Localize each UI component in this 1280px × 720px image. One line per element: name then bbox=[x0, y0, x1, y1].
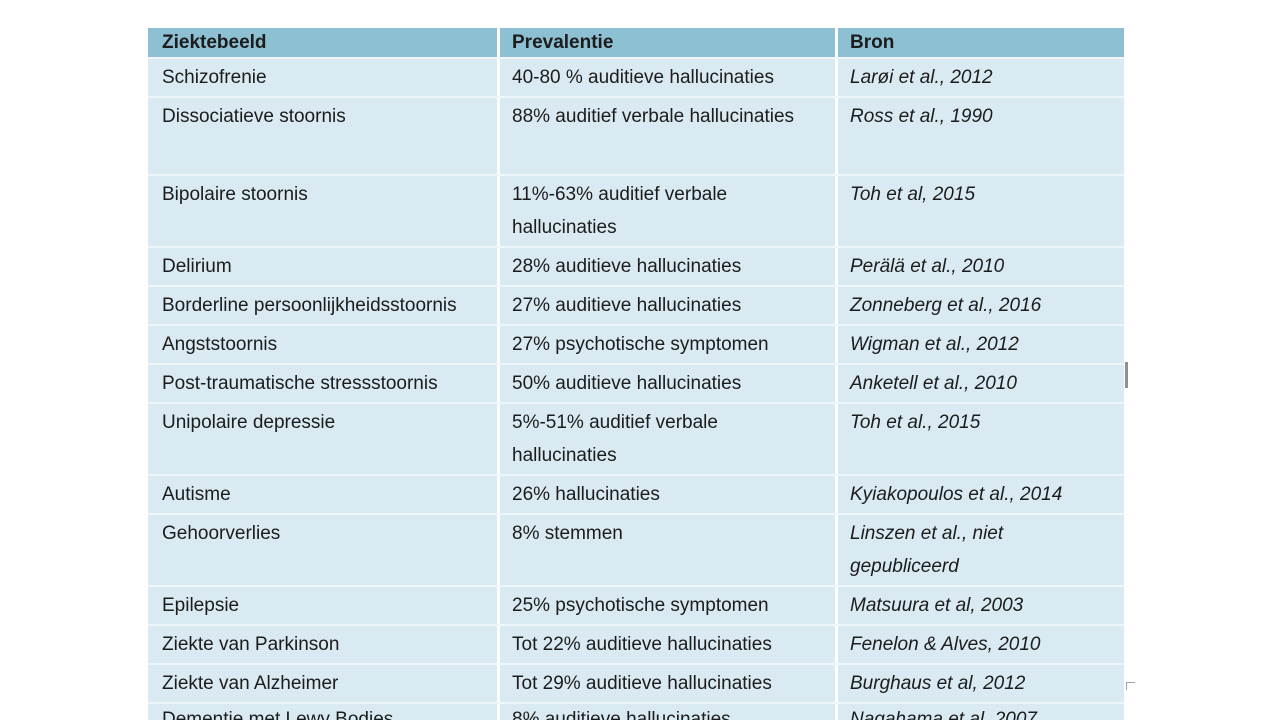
cell-prevalentie: 5%-51% auditief verbale hallucinaties bbox=[500, 404, 838, 474]
table-row: Unipolaire depressie 5%-51% auditief ver… bbox=[148, 402, 1124, 474]
table-row: Angststoornis 27% psychotische symptomen… bbox=[148, 324, 1124, 363]
table-row: Dementie met Lewy Bodies 8% auditieve ha… bbox=[148, 702, 1124, 720]
cell-prevalentie: Tot 29% auditieve hallucinaties bbox=[500, 665, 838, 702]
table-header-row: Ziektebeeld Prevalentie Bron bbox=[148, 28, 1124, 57]
cell-bron: Wigman et al., 2012 bbox=[850, 334, 1019, 355]
cell-ziektebeeld: Dissociatieve stoornis bbox=[148, 98, 500, 174]
cell-ziektebeeld: Unipolaire depressie bbox=[148, 404, 500, 474]
cell-bron: Larøi et al., 2012 bbox=[850, 67, 993, 88]
cell-prevalentie: 25% psychotische symptomen bbox=[500, 587, 838, 624]
header-prevalentie: Prevalentie bbox=[500, 28, 838, 57]
cell-prevalentie: 88% auditief verbale hallucinaties bbox=[500, 98, 838, 174]
header-bron: Bron bbox=[850, 32, 895, 53]
cell-bron: Kyiakopoulos et al., 2014 bbox=[850, 484, 1063, 505]
cell-ziektebeeld: Ziekte van Parkinson bbox=[148, 626, 500, 663]
table-row: Bipolaire stoornis 11%-63% auditief verb… bbox=[148, 174, 1124, 246]
cell-ziektebeeld: Epilepsie bbox=[148, 587, 500, 624]
table-row: Schizofrenie 40-80 % auditieve hallucina… bbox=[148, 57, 1124, 96]
cell-bron: Linszen et al., niet gepubliceerd bbox=[850, 523, 1004, 577]
table-row: Ziekte van Parkinson Tot 22% auditieve h… bbox=[148, 624, 1124, 663]
resize-corner-mark bbox=[1126, 682, 1135, 690]
cell-prevalentie: 28% auditieve hallucinaties bbox=[500, 248, 838, 285]
header-ziektebeeld: Ziektebeeld bbox=[148, 28, 500, 57]
cell-bron: Toh et al., 2015 bbox=[850, 412, 981, 433]
prevalence-table: Ziektebeeld Prevalentie Bron Schizofreni… bbox=[148, 28, 1124, 720]
text-cursor-artifact bbox=[1125, 362, 1128, 388]
table-row: Dissociatieve stoornis 88% auditief verb… bbox=[148, 96, 1124, 174]
cell-bron: Burghaus et al, 2012 bbox=[850, 673, 1026, 694]
cell-bron: Zonneberg et al., 2016 bbox=[850, 295, 1042, 316]
cell-ziektebeeld: Angststoornis bbox=[148, 326, 500, 363]
table-row: Ziekte van Alzheimer Tot 29% auditieve h… bbox=[148, 663, 1124, 702]
cell-ziektebeeld: Post-traumatische stressstoornis bbox=[148, 365, 500, 402]
cell-bron: Matsuura et al, 2003 bbox=[850, 595, 1024, 616]
cell-bron: Anketell et al., 2010 bbox=[850, 373, 1017, 394]
cell-prevalentie: 11%-63% auditief verbale hallucinaties bbox=[500, 176, 838, 246]
cell-bron: Toh et al, 2015 bbox=[850, 184, 976, 205]
table-body: Schizofrenie 40-80 % auditieve hallucina… bbox=[148, 57, 1124, 720]
cell-prevalentie: 26% hallucinaties bbox=[500, 476, 838, 513]
cell-ziektebeeld: Schizofrenie bbox=[148, 59, 500, 96]
cell-ziektebeeld: Gehoorverlies bbox=[148, 515, 500, 585]
table-row: Epilepsie 25% psychotische symptomen Mat… bbox=[148, 585, 1124, 624]
cell-prevalentie: 27% auditieve hallucinaties bbox=[500, 287, 838, 324]
cell-prevalentie: Tot 22% auditieve hallucinaties bbox=[500, 626, 838, 663]
cell-bron: Fenelon & Alves, 2010 bbox=[850, 634, 1041, 655]
cell-bron: Nagahama et al, 2007 bbox=[850, 709, 1037, 720]
cell-prevalentie: 50% auditieve hallucinaties bbox=[500, 365, 838, 402]
cell-ziektebeeld: Autisme bbox=[148, 476, 500, 513]
table-row: Gehoorverlies 8% stemmen Linszen et al.,… bbox=[148, 513, 1124, 585]
cell-ziektebeeld: Ziekte van Alzheimer bbox=[148, 665, 500, 702]
cell-prevalentie: 8% auditieve hallucinaties bbox=[500, 704, 838, 720]
cell-prevalentie: 8% stemmen bbox=[500, 515, 838, 585]
table-row: Post-traumatische stressstoornis 50% aud… bbox=[148, 363, 1124, 402]
cell-bron: Perälä et al., 2010 bbox=[850, 256, 1005, 277]
cell-ziektebeeld: Delirium bbox=[148, 248, 500, 285]
cell-prevalentie: 40-80 % auditieve hallucinaties bbox=[500, 59, 838, 96]
cell-ziektebeeld: Bipolaire stoornis bbox=[148, 176, 500, 246]
table-row: Delirium 28% auditieve hallucinaties Per… bbox=[148, 246, 1124, 285]
cell-ziektebeeld: Dementie met Lewy Bodies bbox=[148, 704, 500, 720]
cell-prevalentie: 27% psychotische symptomen bbox=[500, 326, 838, 363]
cell-bron: Ross et al., 1990 bbox=[850, 106, 993, 127]
table-row: Autisme 26% hallucinaties Kyiakopoulos e… bbox=[148, 474, 1124, 513]
cell-ziektebeeld: Borderline persoonlijkheidsstoornis bbox=[148, 287, 500, 324]
table-row: Borderline persoonlijkheidsstoornis 27% … bbox=[148, 285, 1124, 324]
